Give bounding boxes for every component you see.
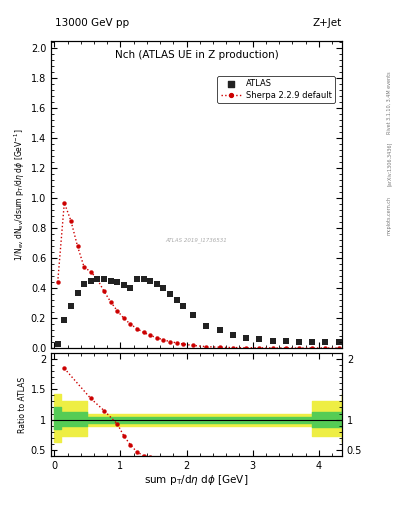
Legend: ATLAS, Sherpa 2.2.9 default: ATLAS, Sherpa 2.2.9 default	[217, 76, 335, 103]
Point	[180, 302, 186, 310]
Point	[336, 338, 342, 346]
Point	[230, 331, 236, 339]
Point	[55, 339, 61, 348]
Text: mcplots.cern.ch: mcplots.cern.ch	[387, 196, 391, 234]
Point	[283, 336, 289, 345]
Point	[88, 276, 94, 285]
Text: Z+Jet: Z+Jet	[313, 18, 342, 29]
Point	[134, 275, 140, 283]
Point	[121, 281, 127, 289]
Point	[269, 336, 275, 345]
X-axis label: sum p$_{\mathregular{T}}$/d$\eta$ d$\phi$ [GeV]: sum p$_{\mathregular{T}}$/d$\eta$ d$\phi…	[144, 473, 249, 487]
Point	[81, 280, 87, 288]
Point	[322, 338, 329, 346]
Point	[296, 338, 302, 346]
Text: ATLAS 2019_I1736531: ATLAS 2019_I1736531	[165, 238, 228, 244]
Y-axis label: Ratio to ATLAS: Ratio to ATLAS	[18, 376, 27, 433]
Point	[243, 334, 249, 342]
Point	[140, 275, 147, 283]
Y-axis label: 1/N$_{\mathregular{ev}}$ dN$_{\mathregular{ev}}$/dsum p$_{\mathregular{T}}$/d$\e: 1/N$_{\mathregular{ev}}$ dN$_{\mathregul…	[12, 129, 27, 261]
Text: [arXiv:1306.3436]: [arXiv:1306.3436]	[387, 142, 391, 186]
Point	[167, 290, 173, 298]
Text: Rivet 3.1.10, 3.4M events: Rivet 3.1.10, 3.4M events	[387, 71, 391, 134]
Point	[94, 275, 101, 283]
Point	[68, 302, 74, 310]
Point	[127, 284, 134, 292]
Point	[160, 284, 167, 292]
Point	[114, 278, 120, 286]
Point	[217, 326, 223, 334]
Point	[174, 296, 180, 304]
Point	[256, 335, 263, 343]
Point	[309, 338, 315, 346]
Point	[101, 275, 107, 283]
Point	[74, 289, 81, 297]
Point	[190, 311, 196, 319]
Point	[61, 315, 68, 324]
Point	[203, 322, 209, 330]
Point	[154, 280, 160, 288]
Text: Nch (ATLAS UE in Z production): Nch (ATLAS UE in Z production)	[115, 50, 278, 60]
Point	[147, 276, 153, 285]
Point	[107, 276, 114, 285]
Text: 13000 GeV pp: 13000 GeV pp	[55, 18, 129, 29]
